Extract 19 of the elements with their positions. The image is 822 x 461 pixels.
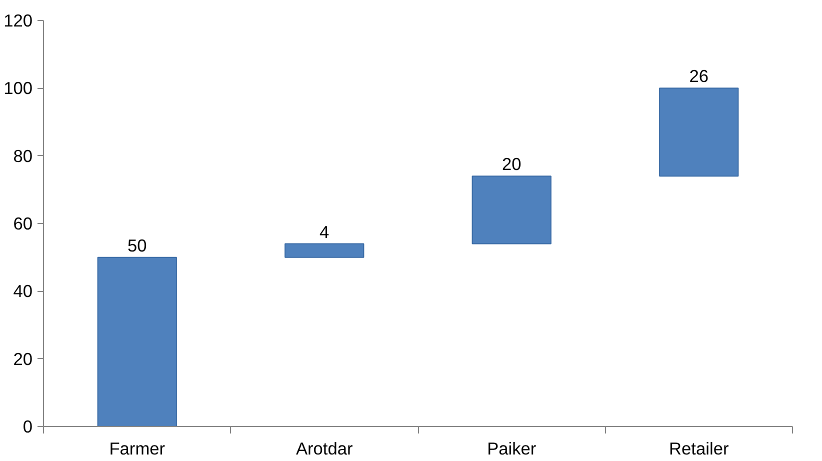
x-tick-label: Arotdar [296,438,354,458]
data-label: 4 [320,222,330,242]
y-tick-label: 40 [13,281,33,302]
y-tick-label: 0 [22,416,33,436]
data-label: 50 [127,235,147,256]
y-tick-label: 120 [4,10,33,30]
data-label: 20 [502,154,522,174]
bar [97,256,177,426]
x-tick-label: Retailer [669,438,729,458]
y-tick-label: 20 [13,348,33,369]
bar [472,176,552,244]
x-tick-label: Farmer [109,438,166,458]
bar [284,243,364,258]
data-label: 26 [689,66,709,86]
y-tick-label: 80 [13,146,33,166]
y-tick-label: 60 [13,214,33,234]
x-tick-label: Paiker [487,438,536,458]
y-tick-label: 100 [4,78,33,98]
bar [659,88,739,177]
